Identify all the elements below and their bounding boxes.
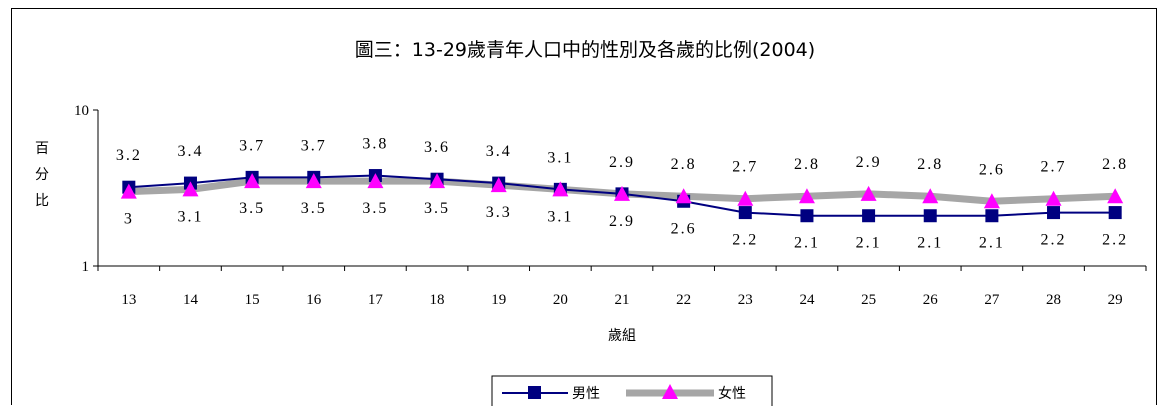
female-data-label: 3.5 (239, 200, 265, 217)
male-data-label: 3.6 (424, 139, 450, 156)
male-data-label: 2.2 (732, 232, 758, 249)
x-tick-label: 19 (491, 292, 506, 308)
chart-frame: 圖三：13-29歲青年人口中的性別及各歲的比例(2004) 百分比 10 1 13… (11, 8, 1157, 406)
female-point (614, 185, 630, 201)
male-data-label: 2.6 (671, 220, 697, 237)
x-tick-label: 23 (738, 292, 753, 308)
x-tick-label: 13 (121, 292, 136, 308)
male-data-label: 3.2 (116, 147, 142, 164)
male-data-label: 2.9 (609, 154, 635, 171)
x-tick-label: 14 (183, 292, 199, 308)
female-point (244, 173, 261, 189)
male-data-label: 3.4 (486, 143, 512, 160)
female-point (675, 188, 692, 204)
male-data-label: 2.1 (917, 235, 943, 252)
male-data-label: 2.1 (794, 235, 820, 252)
female-point (1045, 190, 1062, 206)
male-data-label: 3.1 (547, 149, 573, 166)
male-point (800, 209, 814, 223)
male-data-label: 3.7 (301, 137, 327, 154)
x-tick-label: 20 (553, 292, 568, 308)
data-labels: 3.2 3 3.4 3.1 3.7 3.5 3.7 3.5 3.8 3.5 3.6 3.5 3.4 3.3… (116, 136, 1128, 252)
female-data-label: 2.9 (856, 154, 882, 171)
male-point (1108, 206, 1122, 220)
y-tick-label: 1 (82, 259, 90, 275)
x-tick-label: 28 (1046, 292, 1061, 308)
y-ticks: 10 1 (74, 103, 98, 275)
y-axis-title-char: 比 (35, 193, 49, 209)
female-point (1107, 188, 1124, 204)
x-tick-label: 27 (984, 292, 1000, 308)
x-tick-label: 21 (615, 292, 630, 308)
male-point (923, 209, 937, 223)
female-point (860, 185, 877, 201)
x-tick-label: 26 (923, 292, 939, 308)
female-data-label: 3.5 (301, 200, 327, 217)
female-point (182, 181, 199, 197)
female-data-label: 3.3 (486, 204, 512, 221)
female-point (737, 190, 754, 206)
x-tick-label: 25 (861, 292, 876, 308)
female-point (552, 181, 569, 197)
legend-female-label: 女性 (718, 385, 746, 402)
legend-female-marker (662, 384, 678, 399)
female-data-label: 2.8 (794, 156, 820, 173)
female-data-label: 3.1 (547, 208, 573, 225)
x-tick-label: 29 (1108, 292, 1123, 308)
y-tick-label: 10 (74, 103, 89, 119)
male-data-label: 2.2 (1102, 232, 1128, 249)
female-point (798, 188, 815, 204)
male-data-label: 3.8 (362, 136, 388, 153)
female-point (120, 183, 137, 199)
female-data-label: 2.7 (1041, 159, 1067, 176)
female-data-label: 2.9 (609, 213, 635, 230)
female-data-label: 3.5 (362, 200, 388, 217)
female-data-label: 2.6 (979, 161, 1005, 178)
x-tick-label: 15 (245, 292, 260, 308)
y-axis-title-char: 百 (35, 141, 49, 157)
female-data-label: 2.8 (671, 156, 697, 173)
male-data-label: 2.1 (979, 235, 1005, 252)
female-point (429, 173, 446, 189)
female-point (983, 193, 1000, 209)
series-layer (120, 169, 1124, 223)
x-tick-label: 16 (306, 292, 322, 308)
male-data-label: 3.4 (177, 143, 203, 160)
female-data-label: 3 (124, 211, 134, 228)
y-axis-title-char: 分 (35, 167, 49, 183)
female-point (490, 177, 507, 193)
male-point (985, 209, 999, 223)
legend-male-label: 男性 (572, 386, 600, 402)
male-point (862, 209, 876, 223)
male-data-label: 2.1 (856, 235, 882, 252)
x-tick-label: 17 (368, 292, 384, 308)
y-axis-title: 百分比 (35, 141, 49, 209)
female-data-label: 2.8 (917, 156, 943, 173)
x-tick-label: 24 (799, 292, 815, 308)
chart-title: 圖三：13-29歲青年人口中的性別及各歲的比例(2004) (355, 39, 815, 61)
male-data-label: 2.2 (1041, 232, 1067, 249)
female-point (305, 173, 322, 189)
x-tick-label: 18 (430, 292, 445, 308)
female-point (922, 188, 939, 204)
female-data-label: 3.5 (424, 200, 450, 217)
line-chart: 圖三：13-29歲青年人口中的性別及各歲的比例(2004) 百分比 10 1 13… (35, 39, 1147, 406)
male-data-label: 3.7 (239, 137, 265, 154)
female-data-label: 2.8 (1102, 156, 1128, 173)
legend: 男性 女性 (491, 375, 773, 406)
x-ticks: 13 14 15 16 17 18 19 20 21 22 23 24 25 26 27 28 29 (97, 266, 1147, 308)
x-tick-label: 22 (676, 292, 691, 308)
female-data-label: 2.7 (732, 159, 758, 176)
female-data-label: 3.1 (177, 208, 203, 225)
legend-male-marker (528, 386, 541, 399)
male-point (738, 206, 752, 220)
male-point (1047, 206, 1061, 220)
female-point (367, 173, 384, 189)
x-axis-title: 歲組 (608, 328, 636, 344)
